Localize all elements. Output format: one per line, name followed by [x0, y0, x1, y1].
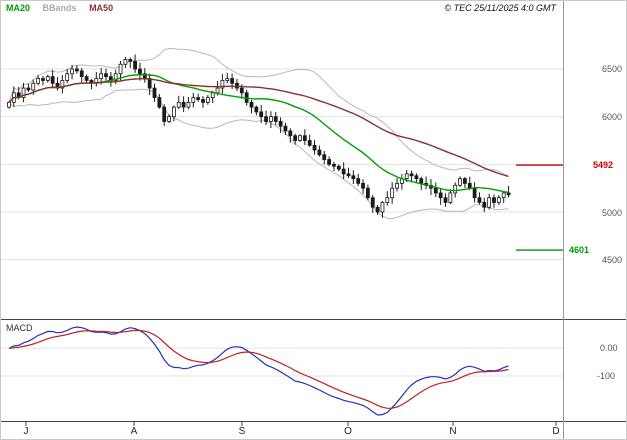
- timestamp: © TEC 25/11/2025 4:0 GMT: [444, 3, 556, 13]
- chart-legend: MA20 BBands MA50: [6, 3, 123, 13]
- legend-ma20: MA20: [6, 3, 31, 13]
- macd-title: MACD: [6, 323, 33, 333]
- y-axis-label-6000: 6000: [602, 112, 623, 122]
- x-axis-label-3: O: [344, 426, 352, 437]
- x-axis-label-1: A: [130, 426, 138, 437]
- x-axis-label-0: J: [23, 426, 29, 437]
- level-label-4601: 4601: [569, 245, 590, 255]
- macd-axis-label-1: -100: [597, 371, 616, 381]
- y-axis-label-6500: 6500: [602, 64, 623, 74]
- y-axis-label-5000: 5000: [602, 208, 623, 218]
- x-axis-label-5: D: [552, 426, 560, 437]
- y-axis-label-4500: 4500: [602, 255, 623, 265]
- macd-axis-label-0: 0.00: [600, 343, 618, 353]
- level-label-5492: 5492: [593, 160, 614, 170]
- legend-bbands: BBands: [42, 3, 77, 13]
- x-axis-label-4: N: [449, 426, 457, 437]
- x-axis-label-2: S: [238, 426, 246, 437]
- legend-ma50: MA50: [89, 3, 114, 13]
